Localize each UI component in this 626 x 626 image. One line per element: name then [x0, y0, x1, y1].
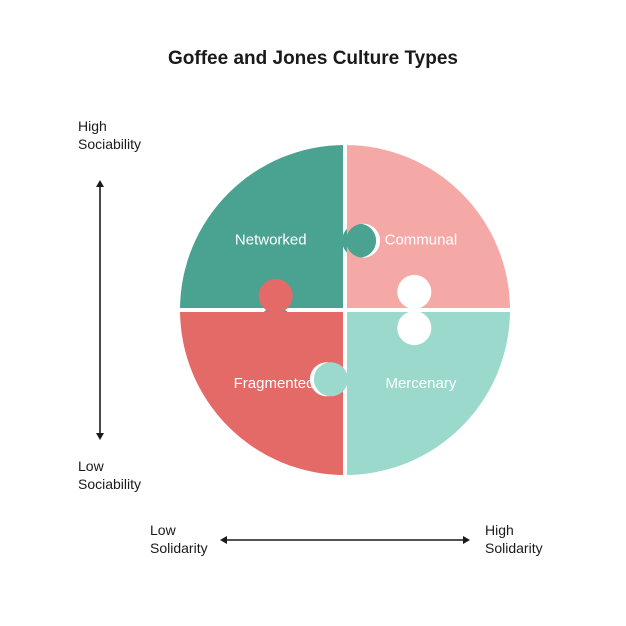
quadrant-label-networked: Networked	[235, 232, 307, 249]
quadrant-label-communal: Communal	[385, 232, 458, 249]
diagram-canvas: Goffee and Jones Culture Types High Soci…	[0, 0, 626, 626]
axes-and-chart-svg: Networked Communal Fragmented Mercenary	[0, 0, 626, 626]
quadrant-group	[160, 125, 530, 495]
quadrant-label-mercenary: Mercenary	[385, 375, 456, 392]
y-axis-arrow	[96, 180, 104, 440]
quadrant-top-right	[347, 125, 530, 308]
quadrant-bottom-right	[314, 312, 530, 495]
quadrant-label-fragmented: Fragmented	[234, 375, 315, 392]
x-axis-arrow	[220, 536, 470, 544]
